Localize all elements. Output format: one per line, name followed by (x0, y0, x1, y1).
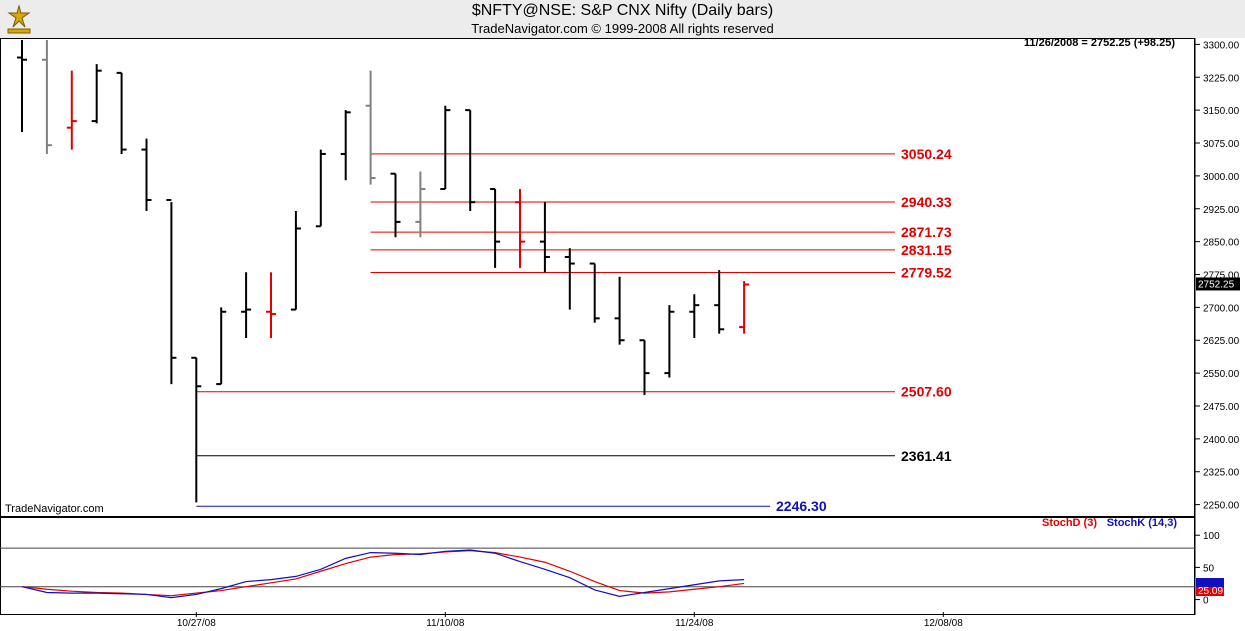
date-tick-label: 12/08/08 (924, 618, 963, 629)
date-tick-label: 11/10/08 (426, 618, 465, 629)
date-tick-label: 11/24/08 (675, 618, 714, 629)
quote-readout: 11/26/2008 = 2752.25 (+98.25) (1024, 37, 1175, 49)
ohlc-bars[interactable] (17, 40, 750, 503)
price-tick-label: 3150.00 (1203, 106, 1240, 117)
price-tick-label: 2925.00 (1203, 205, 1240, 216)
chart-title: $NFTY@NSE: S&P CNX Nifty (Daily bars) (471, 2, 774, 19)
stoch-last-tag: 25.09 (1198, 586, 1223, 597)
price-tick-label: 2250.00 (1203, 501, 1240, 512)
stoch-lines (21, 549, 745, 599)
price-levels: 3050.24 2940.33 2871.73 2831.15 2779.52 2507.… (196, 146, 952, 514)
price-tick-label: 2700.00 (1203, 303, 1240, 314)
last-price-tag-bg (1196, 277, 1240, 291)
stoch-d-legend: StochD (3) (1042, 517, 1097, 529)
stoch-k-legend: StochK (14,3) (1107, 517, 1178, 529)
price-panel-frame (0, 38, 1195, 517)
stoch-tick-label: 50 (1203, 563, 1215, 574)
price-tick-label: 2325.00 (1203, 468, 1240, 479)
price-tick-label: 3225.00 (1203, 73, 1240, 84)
price-tick-label: 3300.00 (1203, 40, 1240, 51)
price-tick-label: 2625.00 (1203, 336, 1240, 347)
price-tick-label: 2475.00 (1203, 402, 1240, 413)
price-tick-label: 3000.00 (1203, 172, 1240, 183)
price-tick-label: 2550.00 (1203, 369, 1240, 380)
last-price-tag: 2752.25 (1198, 279, 1235, 290)
stoch-tick-label: 0 (1203, 596, 1209, 607)
price-level-label: 2246.30 (776, 498, 827, 514)
price-axis-ticks: 3300.00 3225.00 3150.00 3075.00 3000.00 2925.… (1195, 40, 1240, 512)
date-tick-label: 10/27/08 (177, 618, 216, 629)
stoch-tick-label: 100 (1203, 531, 1220, 542)
price-tick-label: 2850.00 (1203, 238, 1240, 249)
stoch-series-line (21, 549, 745, 599)
date-axis: 10/27/08 11/10/08 11/24/08 12/08/08 (177, 612, 963, 629)
chart-header (0, 0, 1245, 38)
trade-navigator-logo-icon (7, 4, 31, 34)
stoch-panel-frame (0, 517, 1195, 615)
price-level-label: 2831.15 (901, 242, 952, 258)
price-tick-label: 3075.00 (1203, 139, 1240, 150)
price-tick-label: 2775.00 (1203, 271, 1240, 282)
price-tick-label: 2400.00 (1203, 435, 1240, 446)
chart-subtitle: TradeNavigator.com © 1999-2008 All right… (471, 21, 774, 36)
price-level-label: 2779.52 (901, 265, 952, 281)
price-level-label: 2361.41 (901, 448, 952, 464)
price-level-label: 2940.33 (901, 194, 952, 210)
stoch-axis-ticks: 100 50 0 (0, 531, 1220, 607)
stoch-series-line (21, 550, 745, 597)
price-level-label: 3050.24 (901, 146, 952, 162)
stoch-k-tag-bg (1196, 578, 1224, 587)
price-level-label: 2871.73 (901, 224, 952, 240)
price-level-label: 2507.60 (901, 384, 952, 400)
watermark: TradeNavigator.com (5, 503, 104, 515)
